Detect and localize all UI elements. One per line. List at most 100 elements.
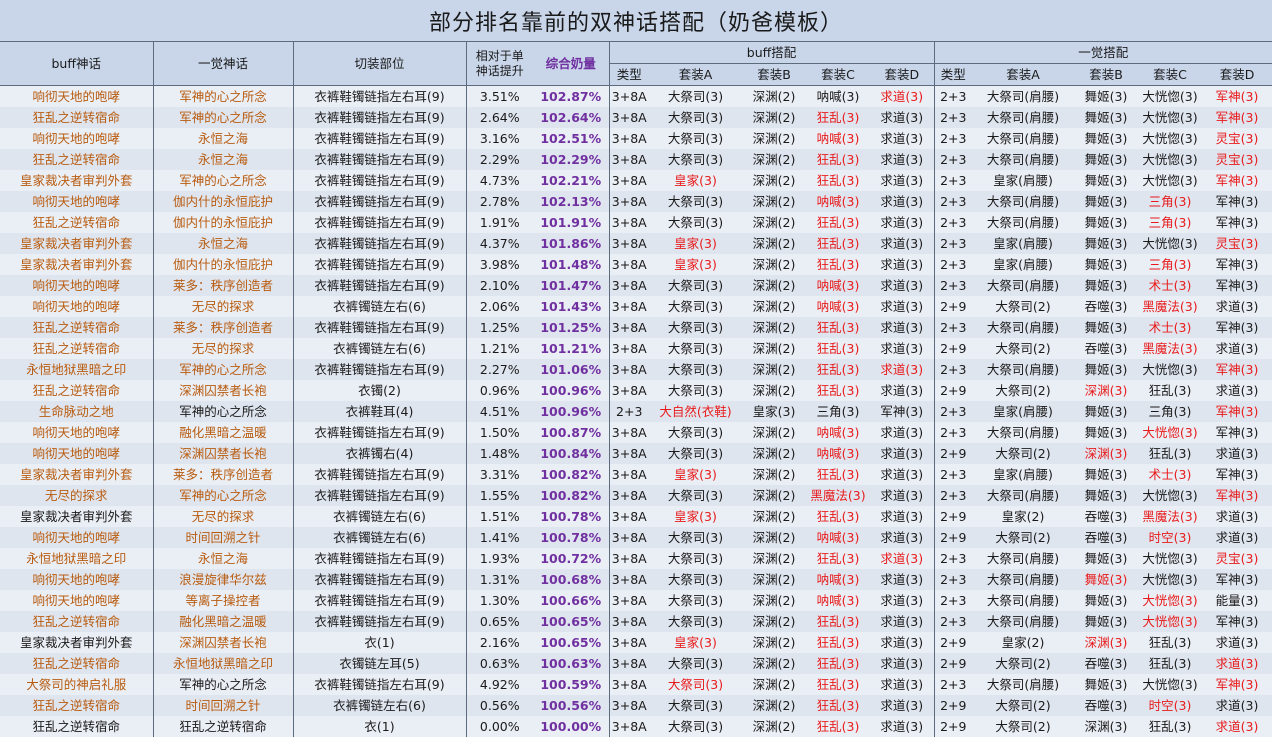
cell-awake-type: 2+3	[933, 85, 973, 107]
table-row: 皇家裁决者审判外套 无尽的探求 衣裤镯链左右(6) 1.51% 100.78% 3+8A 皇…	[0, 506, 1272, 527]
cell-buff-type: 3+8A	[608, 107, 649, 128]
cell-buff-set-b: 深渊(2)	[742, 632, 806, 653]
cell-buff-set-b: 深渊(2)	[742, 212, 806, 233]
cell-awake-set-d: 军神(3)	[1202, 254, 1272, 275]
table-row: 响彻天地的咆哮 融化黑暗之温暖 衣裤鞋镯链指左右耳(9) 1.50% 100.87% 3+…	[0, 422, 1272, 443]
cell-awake-set-b: 舞姬(3)	[1074, 569, 1139, 590]
table-row: 响彻天地的咆哮 伽内什的永恒庇护 衣裤鞋镯链指左右耳(9) 2.78% 102.13% 3…	[0, 191, 1272, 212]
cell-awake-type: 2+3	[933, 107, 973, 128]
cell-awake-myth: 永恒之海	[152, 149, 293, 170]
cell-buff-set-b: 深渊(2)	[742, 695, 806, 716]
cell-score: 100.84%	[533, 443, 609, 464]
cell-awake-set-b: 舞姬(3)	[1074, 107, 1139, 128]
cell-awake-type: 2+3	[933, 233, 973, 254]
cell-awake-set-b: 舞姬(3)	[1074, 170, 1139, 191]
cell-buff-set-b: 深渊(2)	[742, 149, 806, 170]
cell-buff-set-a: 大祭司(3)	[649, 149, 742, 170]
cell-boost: 0.56%	[465, 695, 533, 716]
cell-buff-set-d: 求道(3)	[870, 443, 935, 464]
cell-buff-myth: 狂乱之逆转宿命	[0, 149, 153, 170]
cell-buff-set-c: 狂乱(3)	[806, 632, 870, 653]
cell-buff-set-b: 深渊(2)	[742, 191, 806, 212]
cell-awake-set-c: 大恍惚(3)	[1138, 85, 1203, 107]
cell-awake-set-c: 三角(3)	[1138, 401, 1203, 422]
cell-score: 102.21%	[533, 170, 609, 191]
cell-buff-set-a: 大祭司(3)	[649, 191, 742, 212]
cell-buff-set-d: 求道(3)	[870, 527, 935, 548]
cell-buff-set-a: 大祭司(3)	[649, 275, 742, 296]
cell-awake-set-c: 狂乱(3)	[1138, 653, 1203, 674]
cell-awake-set-a: 大祭司(肩腰)	[972, 317, 1075, 338]
cell-score: 100.82%	[533, 464, 609, 485]
header-boost-line2: 神话提升	[475, 63, 524, 78]
cell-awake-type: 2+3	[933, 191, 973, 212]
cell-awake-set-a: 皇家(肩腰)	[972, 170, 1075, 191]
cell-awake-type: 2+3	[933, 611, 973, 632]
cell-swap-slots: 衣裤鞋镯链指左右耳(9)	[292, 275, 466, 296]
cell-buff-set-c: 呐喊(3)	[806, 590, 870, 611]
cell-buff-type: 3+8A	[608, 611, 649, 632]
cell-awake-type: 2+3	[933, 275, 973, 296]
cell-buff-myth: 响彻天地的咆哮	[0, 85, 153, 107]
cell-swap-slots: 衣裤镯链左右(6)	[292, 338, 466, 359]
cell-buff-set-b: 深渊(2)	[742, 296, 806, 317]
cell-buff-set-c: 狂乱(3)	[806, 548, 870, 569]
cell-boost: 1.50%	[465, 422, 533, 443]
cell-boost: 0.00%	[465, 716, 533, 737]
header-buff-set-d: 套装D	[870, 63, 935, 86]
cell-buff-set-c: 狂乱(3)	[806, 317, 870, 338]
table-row: 狂乱之逆转宿命 军神的心之所念 衣裤鞋镯链指左右耳(9) 2.64% 102.64% 3+…	[0, 107, 1272, 128]
cell-awake-myth: 军神的心之所念	[152, 359, 293, 380]
cell-awake-set-a: 皇家(肩腰)	[972, 233, 1075, 254]
cell-buff-set-c: 狂乱(3)	[806, 611, 870, 632]
cell-awake-set-a: 大祭司(肩腰)	[972, 485, 1075, 506]
cell-awake-type: 2+3	[933, 548, 973, 569]
cell-buff-set-d: 求道(3)	[870, 590, 935, 611]
cell-awake-myth: 军神的心之所念	[152, 107, 293, 128]
cell-score: 101.47%	[533, 275, 609, 296]
cell-score: 100.63%	[533, 653, 609, 674]
cell-swap-slots: 衣(1)	[292, 632, 466, 653]
cell-buff-type: 3+8A	[608, 443, 649, 464]
cell-boost: 3.31%	[465, 464, 533, 485]
cell-buff-set-b: 深渊(2)	[742, 128, 806, 149]
cell-buff-set-b: 深渊(2)	[742, 674, 806, 695]
table-row: 皇家裁决者审判外套 永恒之海 衣裤鞋镯链指左右耳(9) 4.37% 101.86% 3+8…	[0, 233, 1272, 254]
cell-awake-myth: 永恒地狱黑暗之印	[152, 653, 293, 674]
cell-buff-set-d: 求道(3)	[870, 233, 935, 254]
cell-swap-slots: 衣镯(2)	[292, 380, 466, 401]
cell-awake-myth: 伽内什的永恒庇护	[152, 254, 293, 275]
cell-awake-set-c: 三角(3)	[1138, 254, 1203, 275]
cell-awake-myth: 军神的心之所念	[152, 170, 293, 191]
cell-awake-set-d: 军神(3)	[1202, 485, 1272, 506]
cell-buff-myth: 响彻天地的咆哮	[0, 527, 153, 548]
cell-buff-type: 3+8A	[608, 506, 649, 527]
cell-awake-set-d: 军神(3)	[1202, 422, 1272, 443]
cell-buff-set-a: 大祭司(3)	[649, 85, 742, 107]
cell-buff-type: 3+8A	[608, 674, 649, 695]
cell-awake-set-c: 大恍惚(3)	[1138, 233, 1203, 254]
cell-awake-myth: 伽内什的永恒庇护	[152, 212, 293, 233]
cell-buff-type: 3+8A	[608, 485, 649, 506]
cell-swap-slots: 衣裤镯链左右(6)	[292, 296, 466, 317]
cell-buff-set-c: 狂乱(3)	[806, 380, 870, 401]
cell-buff-type: 3+8A	[608, 275, 649, 296]
cell-awake-set-c: 狂乱(3)	[1138, 380, 1203, 401]
cell-buff-myth: 响彻天地的咆哮	[0, 275, 153, 296]
cell-awake-set-a: 大祭司(肩腰)	[972, 212, 1075, 233]
cell-swap-slots: 衣裤鞋镯链指左右耳(9)	[292, 485, 466, 506]
cell-awake-type: 2+9	[933, 296, 973, 317]
cell-awake-set-c: 黑魔法(3)	[1138, 338, 1203, 359]
cell-awake-set-b: 深渊(3)	[1074, 632, 1139, 653]
cell-buff-type: 3+8A	[608, 422, 649, 443]
cell-awake-type: 2+3	[933, 212, 973, 233]
cell-awake-set-b: 吞噬(3)	[1074, 527, 1139, 548]
cell-buff-set-b: 深渊(2)	[742, 464, 806, 485]
cell-boost: 0.65%	[465, 611, 533, 632]
cell-awake-myth: 深渊囚禁者长袍	[152, 632, 293, 653]
cell-score: 100.78%	[533, 506, 609, 527]
cell-buff-set-d: 求道(3)	[870, 653, 935, 674]
cell-awake-type: 2+9	[933, 338, 973, 359]
cell-awake-set-c: 术士(3)	[1138, 464, 1203, 485]
